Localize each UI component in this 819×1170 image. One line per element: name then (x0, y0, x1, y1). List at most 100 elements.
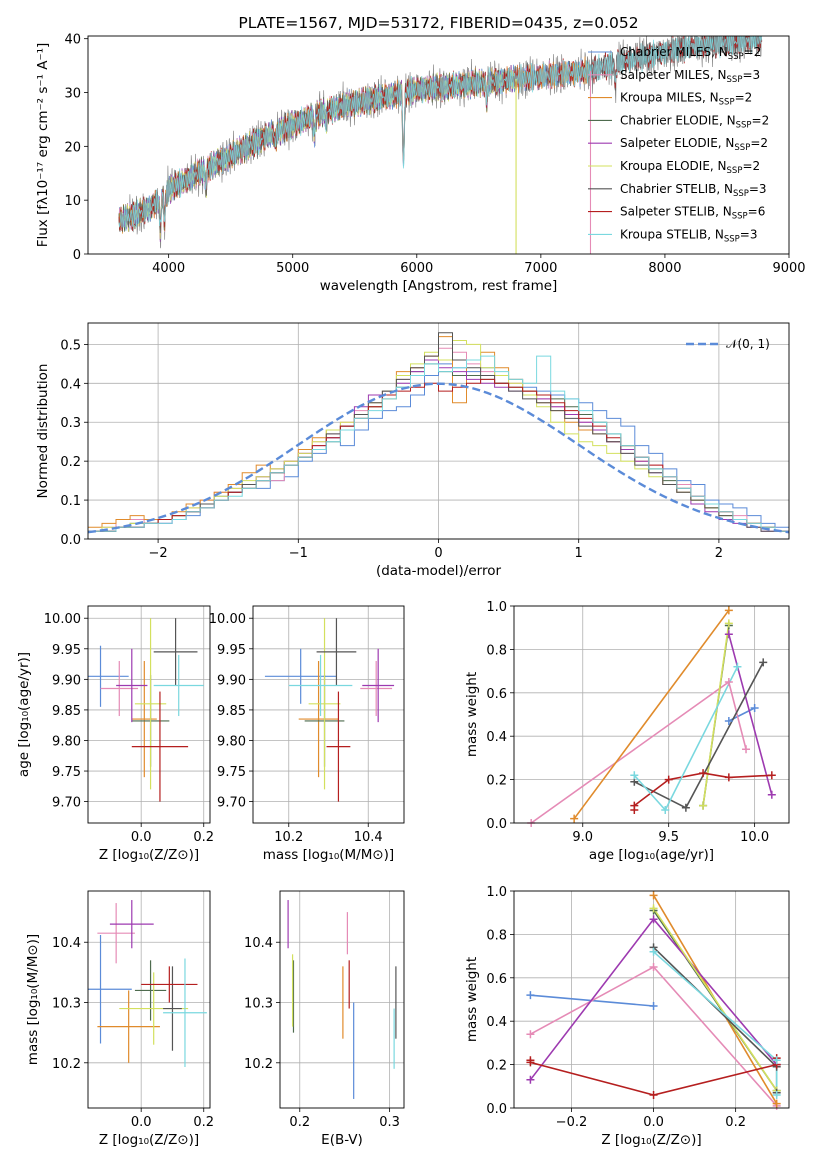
y-tick-label: 0.0 (486, 817, 507, 832)
legend-value: =3 (742, 68, 760, 82)
y-axis-label: mass weight (464, 672, 480, 757)
y-tick-label: 10.2 (52, 1057, 81, 1072)
y-tick-label: 10.3 (244, 997, 273, 1012)
legend-label: Chabrier MILES, NSSP=2 (620, 45, 761, 62)
legend-label: Kroupa STELIB, NSSP=3 (620, 227, 758, 244)
legend-value: =2 (744, 45, 762, 59)
legend-value: =2 (752, 113, 770, 127)
x-tick-label: 0.2 (193, 1115, 214, 1130)
weight-marker (772, 1090, 781, 1099)
y-tick-label: 0.2 (486, 1059, 507, 1074)
y-tick-label: 9.80 (217, 734, 246, 749)
x-tick-label: 9000 (772, 261, 805, 276)
weight-marker (661, 805, 670, 814)
y-tick-label: 0.2 (486, 774, 507, 789)
panel-age_vs_mass: 10.2 10.4 9.70 9.75 9.80 9.85 9.90 9.95 10.00 mas… (209, 605, 405, 863)
axes-frame (87, 322, 790, 540)
legend-value: =2 (750, 136, 768, 150)
y-axis-label: age [log₁₀(age/yr)] (16, 652, 32, 777)
weight-marker (570, 814, 579, 823)
y-tick-label: 9.95 (52, 643, 81, 658)
x-tick-label: 0.0 (131, 1115, 152, 1130)
y-tick-label: 0.6 (486, 972, 507, 987)
x-axis-label: age [log₁₀(age/yr)] (589, 847, 714, 863)
y-tick-label: 0.6 (486, 687, 507, 702)
legend-subscript: SSP (732, 212, 748, 222)
y-tick-label: 9.90 (217, 673, 246, 688)
weight-marker (772, 1056, 781, 1065)
legend-value: =3 (740, 227, 758, 241)
legend-subscript: SSP (727, 166, 743, 176)
legend-subscript: SSP (719, 98, 735, 108)
axes-frame (513, 890, 790, 1109)
weight-marker (759, 658, 768, 667)
y-tick-label: 10.3 (52, 997, 81, 1012)
chart-title: PLATE=1567, MJD=53172, FIBERID=0435, z=0… (238, 14, 638, 32)
x-tick-label: 0.0 (643, 1115, 664, 1130)
weight-marker (767, 790, 776, 799)
legend-subscript: SSP (727, 75, 743, 85)
y-tick-label: 10 (64, 194, 81, 209)
weight-marker (630, 771, 639, 780)
y-tick-label: 1.0 (486, 885, 507, 900)
panel-weight_vs_Z: −0.2 0.0 0.2 0.0 0.2 0.4 0.6 0.8 1.0 Z [log₁₀(Z/Z… (464, 885, 790, 1148)
legend-label: Kroupa MILES, NSSP=2 (620, 91, 752, 108)
y-tick-label: 10.00 (44, 612, 81, 627)
legend-label: Salpeter MILES, NSSP=3 (620, 68, 760, 85)
plot-area (88, 618, 204, 802)
x-tick-label: 1 (575, 546, 583, 561)
weight-marker (724, 677, 733, 686)
x-tick-label: 10.0 (740, 830, 769, 845)
weight-marker (724, 717, 733, 726)
y-tick-label: 1.0 (486, 600, 507, 615)
weight-marker (526, 1030, 535, 1039)
weight-marker (649, 1002, 658, 1011)
x-tick-label: 5000 (276, 261, 309, 276)
weight-marker (733, 662, 742, 671)
weight-marker (724, 773, 733, 782)
weight-line (728, 633, 773, 796)
x-axis-label: wavelength [Angstrom, rest frame] (320, 278, 558, 294)
weight-line (652, 907, 778, 1092)
y-tick-label: 9.70 (52, 796, 81, 811)
x-axis-label: Z [log₁₀(Z/Z⊙)] (601, 1132, 701, 1148)
axes-frame (87, 605, 211, 824)
plot-area (88, 900, 207, 1068)
y-tick-label: 10.4 (244, 936, 273, 951)
y-tick-label: 0.0 (60, 533, 81, 548)
plot-area (88, 332, 789, 534)
weight-marker (681, 803, 690, 812)
axes-frame (87, 35, 790, 255)
y-tick-label: 40 (64, 33, 81, 48)
x-tick-label: 9.0 (572, 830, 593, 845)
y-tick-label: 0.4 (60, 377, 81, 392)
weight-marker (772, 1099, 781, 1108)
x-tick-label: 0.3 (379, 1115, 400, 1130)
x-tick-label: 2 (715, 546, 723, 561)
plot-area (287, 900, 397, 1099)
y-axis-label: Normed distribution (35, 364, 51, 499)
panel-weight_vs_age: 9.0 9.5 10.0 0.0 0.2 0.4 0.6 0.8 1.0 age [log₁₀(a… (464, 600, 790, 863)
y-tick-label: 0.1 (60, 494, 81, 509)
y-tick-label: 10.2 (244, 1057, 273, 1072)
legend-label: Salpeter ELODIE, NSSP=2 (620, 136, 768, 153)
y-tick-label: 0.3 (60, 416, 81, 431)
weight-marker (699, 801, 708, 810)
weight-line (702, 623, 730, 806)
x-tick-label: 10.4 (354, 830, 383, 845)
y-tick-label: 9.80 (52, 734, 81, 749)
x-axis-label: mass [log₁₀(M/M⊙)] (263, 847, 394, 863)
y-axis-label: mass weight (464, 957, 480, 1042)
y-tick-label: 0.4 (486, 730, 507, 745)
x-tick-label: −0.2 (556, 1115, 588, 1130)
axes-frame (279, 890, 405, 1109)
y-axis-label: Flux [fλ10⁻¹⁷ erg cm⁻² s⁻¹ A⁻¹] (35, 43, 51, 248)
weight-marker (526, 1075, 535, 1084)
x-axis-label: Z [log₁₀(Z/Z⊙)] (99, 847, 199, 863)
x-tick-label: 4000 (152, 261, 185, 276)
weight-marker (649, 1090, 658, 1099)
y-tick-label: 9.75 (52, 765, 81, 780)
x-axis-label: (data-model)/error (376, 563, 502, 579)
legend-value: =2 (742, 159, 760, 173)
legend-label: Chabrier ELODIE, NSSP=2 (620, 113, 769, 130)
